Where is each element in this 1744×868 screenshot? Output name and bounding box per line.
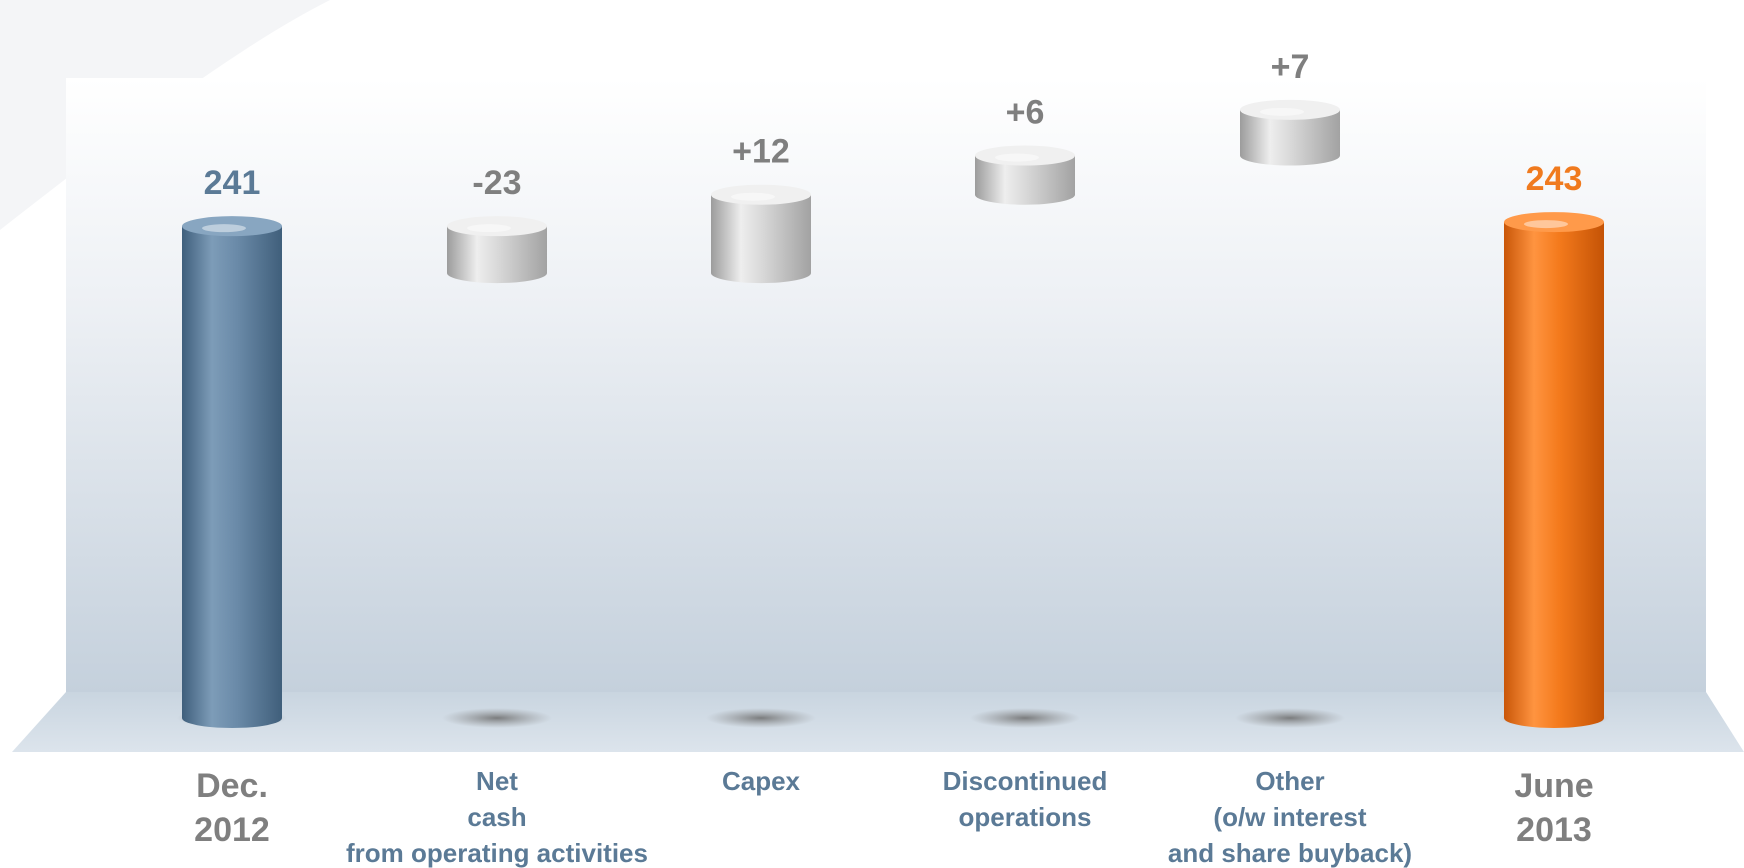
bar [975, 145, 1075, 205]
category-label: Net [476, 766, 518, 796]
bar [1504, 212, 1604, 728]
category-label: 2013 [1516, 811, 1592, 849]
category-label: 2012 [194, 811, 270, 849]
bar-top [182, 216, 282, 237]
bar-highlight [731, 192, 775, 201]
bar-body [446, 226, 547, 284]
bars [182, 99, 1604, 728]
category-label: and share buyback) [1168, 838, 1412, 868]
data-label: 241 [204, 164, 261, 202]
chart-background [0, 0, 1744, 752]
bar-body [1504, 222, 1604, 728]
data-label: 243 [1526, 160, 1583, 198]
category-label: (o/w interest [1213, 802, 1366, 832]
category-label: operations [959, 802, 1092, 832]
data-label: +7 [1271, 48, 1310, 86]
bar [1240, 99, 1340, 166]
bar-body [711, 194, 811, 284]
data-label: +12 [732, 133, 790, 171]
bar-top [1504, 212, 1604, 233]
bar-highlight [467, 224, 511, 233]
category-label: Dec. [196, 767, 268, 805]
value-labels: 241 -23 +12 +6 +7 243 [204, 48, 1583, 202]
bar-body [1240, 109, 1340, 166]
bar-highlight [202, 224, 246, 233]
bar-highlight [1260, 107, 1304, 116]
bar-body [182, 226, 282, 728]
category-label: Other [1255, 766, 1324, 796]
bar-shadow [706, 708, 816, 728]
bar-shadow [1235, 708, 1345, 728]
category-label: Discontinued [943, 766, 1108, 796]
bar-top [1240, 99, 1340, 120]
bar [446, 216, 547, 284]
bar-top [711, 184, 811, 205]
bar-highlight [995, 153, 1039, 162]
category-label: June [1514, 767, 1593, 805]
bar [711, 184, 811, 284]
category-label: cash [467, 802, 526, 832]
category-labels: Dec. 2012 Net cash from operating activities… [194, 766, 1594, 868]
bar-shadow [970, 708, 1080, 728]
bar-body [975, 155, 1075, 205]
bar-highlight [1524, 220, 1568, 229]
bar-top [975, 145, 1075, 166]
bar [182, 216, 282, 728]
category-label: from operating activities [346, 838, 648, 868]
category-label: Capex [722, 766, 801, 796]
bar-top [447, 216, 547, 237]
data-label: -23 [472, 164, 521, 202]
bar-shadow [442, 708, 552, 728]
data-label: +6 [1006, 94, 1045, 132]
